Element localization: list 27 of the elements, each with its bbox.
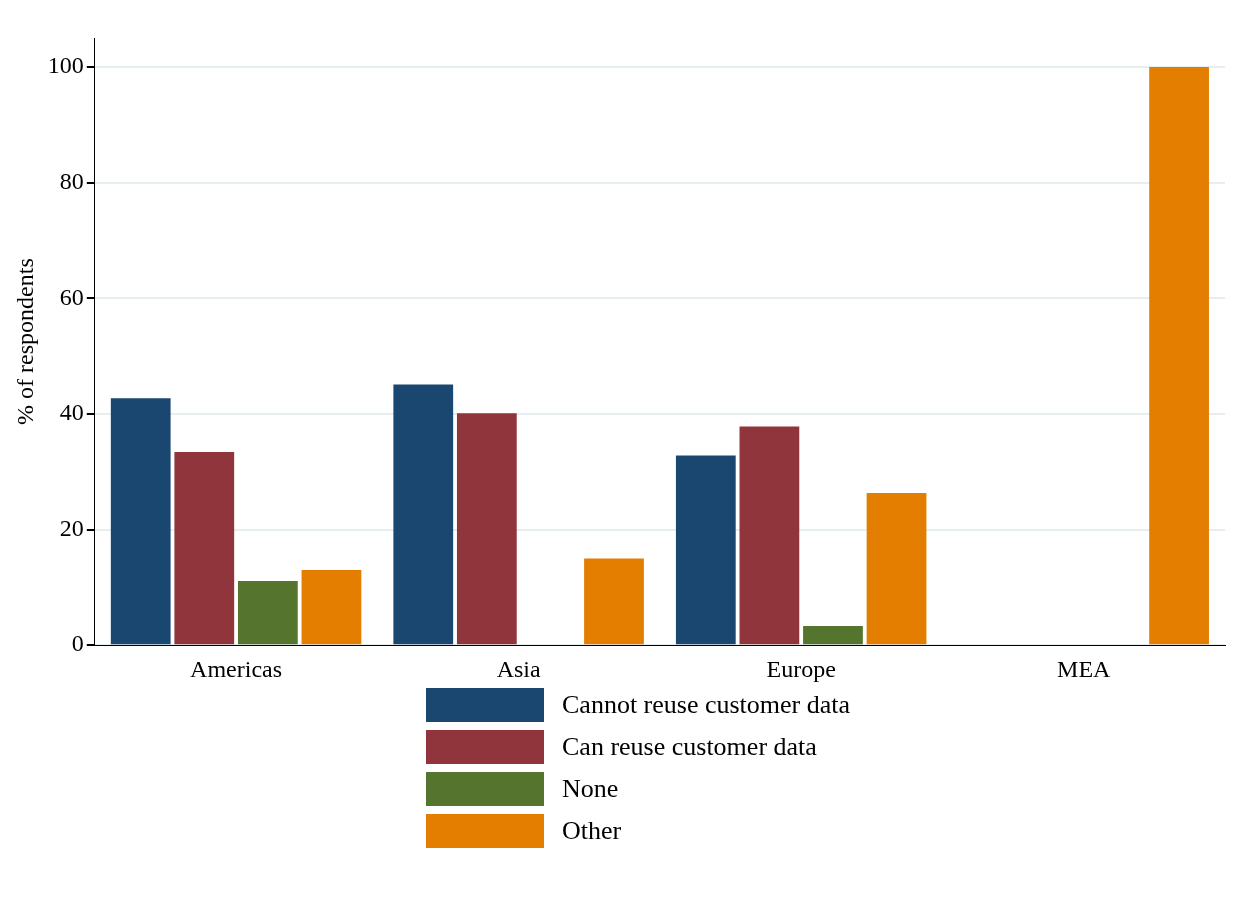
bar — [675, 455, 736, 645]
x-tick-label: Europe — [766, 655, 836, 682]
bar — [739, 426, 800, 645]
legend-label: None — [562, 774, 619, 804]
y-tick-label: 60 — [59, 283, 84, 310]
bar — [866, 493, 927, 645]
x-tick-label: Americas — [190, 655, 283, 682]
y-tick-label: 20 — [59, 514, 84, 541]
y-tick-label: 0 — [71, 630, 84, 657]
x-tick-label: Asia — [496, 655, 541, 682]
bar — [110, 398, 171, 645]
legend-label: Can reuse customer data — [562, 732, 817, 762]
bar — [803, 626, 863, 645]
bar — [584, 558, 644, 645]
bar — [1149, 66, 1209, 645]
bar — [301, 570, 362, 645]
y-tick-label: 100 — [47, 52, 84, 79]
y-tick-label: 40 — [59, 399, 84, 426]
bar — [393, 384, 454, 645]
bar — [456, 413, 517, 645]
y-axis-title: % of respondents — [11, 258, 38, 425]
legend-label: Cannot reuse customer data — [562, 690, 851, 720]
bar — [237, 581, 298, 645]
x-tick-label: MEA — [1057, 655, 1112, 682]
y-tick-label: 80 — [59, 167, 84, 194]
legend-label: Other — [562, 816, 622, 846]
bar — [174, 452, 235, 645]
